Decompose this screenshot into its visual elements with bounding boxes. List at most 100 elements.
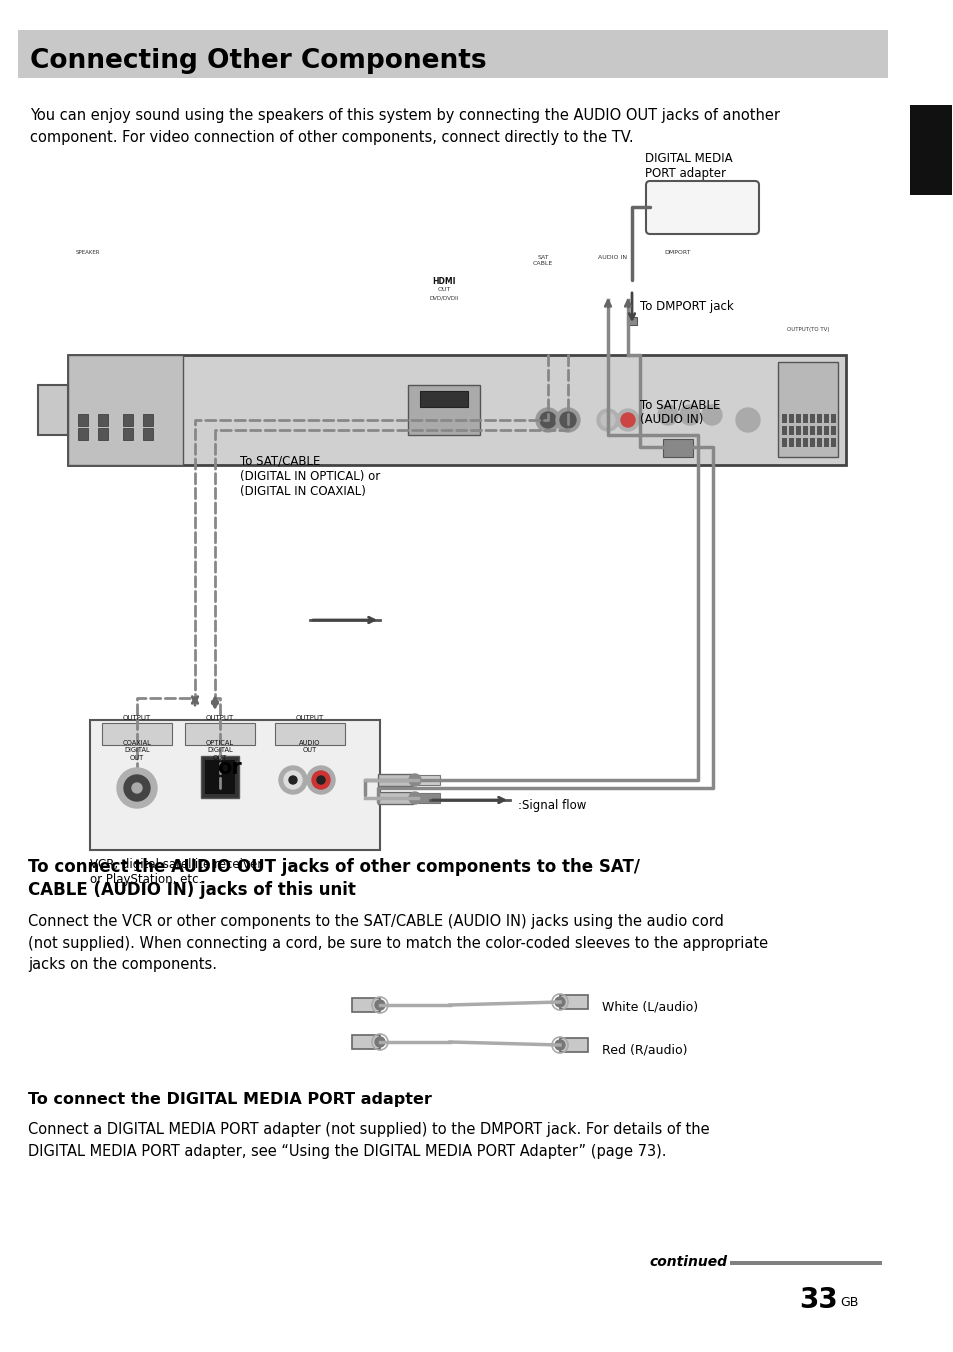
- Bar: [98, 414, 108, 426]
- Bar: [781, 438, 786, 448]
- Text: To DMPORT jack: To DMPORT jack: [639, 300, 733, 314]
- Bar: [830, 438, 835, 448]
- Bar: [274, 723, 345, 745]
- Text: OUT: OUT: [436, 287, 450, 292]
- Circle shape: [316, 776, 325, 784]
- Circle shape: [556, 408, 579, 433]
- Text: OUTPUT: OUTPUT: [123, 715, 151, 721]
- Bar: [816, 438, 821, 448]
- Bar: [379, 775, 439, 786]
- Bar: [626, 316, 637, 324]
- Text: Getting Started – ADVANCED –: Getting Started – ADVANCED –: [923, 304, 937, 496]
- Bar: [419, 391, 468, 407]
- Circle shape: [278, 767, 307, 794]
- Text: OUTPUT(TO TV): OUTPUT(TO TV): [786, 327, 828, 333]
- Circle shape: [658, 406, 678, 425]
- Bar: [352, 1036, 379, 1049]
- Circle shape: [409, 792, 420, 804]
- Bar: [778, 362, 837, 457]
- Text: Connect the VCR or other components to the SAT/CABLE (AUDIO IN) jacks using the : Connect the VCR or other components to t…: [28, 914, 767, 972]
- Circle shape: [679, 406, 700, 425]
- Circle shape: [620, 412, 635, 427]
- Bar: [823, 414, 828, 423]
- Circle shape: [559, 412, 576, 429]
- Bar: [377, 773, 413, 786]
- Text: or: or: [217, 758, 242, 777]
- Text: OUTPUT: OUTPUT: [295, 715, 324, 721]
- Text: DVD/DVDII: DVD/DVDII: [429, 295, 458, 300]
- FancyBboxPatch shape: [645, 181, 759, 234]
- Bar: [781, 414, 786, 423]
- Text: :Signal flow: :Signal flow: [517, 799, 586, 811]
- Bar: [909, 105, 951, 195]
- Bar: [662, 439, 692, 457]
- Bar: [379, 794, 439, 803]
- Text: DMPORT: DMPORT: [664, 250, 691, 256]
- Bar: [559, 995, 587, 1009]
- Bar: [788, 426, 793, 435]
- Bar: [143, 429, 152, 439]
- Bar: [802, 426, 807, 435]
- Bar: [795, 426, 801, 435]
- Bar: [809, 414, 814, 423]
- Bar: [823, 426, 828, 435]
- Bar: [18, 30, 887, 78]
- Bar: [729, 1261, 882, 1265]
- Bar: [352, 998, 379, 1013]
- Text: continued: continued: [648, 1255, 726, 1270]
- Text: DIGITAL MEDIA
PORT adapter: DIGITAL MEDIA PORT adapter: [644, 151, 732, 180]
- Bar: [205, 760, 234, 794]
- Circle shape: [555, 996, 564, 1007]
- Text: VCR, digital satellite receiver
or PlayStation, etc.: VCR, digital satellite receiver or PlayS…: [90, 859, 262, 886]
- Bar: [143, 414, 152, 426]
- Text: To SAT/CABLE
(DIGITAL IN OPTICAL) or
(DIGITAL IN COAXIAL): To SAT/CABLE (DIGITAL IN OPTICAL) or (DI…: [240, 456, 380, 498]
- Bar: [90, 721, 379, 850]
- Bar: [123, 414, 132, 426]
- Text: Connect a DIGITAL MEDIA PORT adapter (not supplied) to the DMPORT jack. For deta: Connect a DIGITAL MEDIA PORT adapter (no…: [28, 1122, 709, 1159]
- Bar: [408, 385, 479, 435]
- Circle shape: [307, 767, 335, 794]
- Circle shape: [289, 776, 296, 784]
- Bar: [802, 414, 807, 423]
- Text: AUDIO
OUT: AUDIO OUT: [299, 740, 320, 753]
- Bar: [816, 426, 821, 435]
- Bar: [185, 723, 254, 745]
- Bar: [559, 1038, 587, 1052]
- Bar: [823, 438, 828, 448]
- Circle shape: [117, 768, 157, 808]
- Bar: [102, 723, 172, 745]
- Text: SAT
CABLE: SAT CABLE: [533, 256, 553, 266]
- Bar: [830, 414, 835, 423]
- Text: To connect the DIGITAL MEDIA PORT adapter: To connect the DIGITAL MEDIA PORT adapte…: [28, 1092, 432, 1107]
- Text: White (L/audio): White (L/audio): [601, 1000, 698, 1014]
- Text: OUTPUT: OUTPUT: [206, 715, 233, 721]
- Circle shape: [284, 771, 302, 790]
- Text: To connect the AUDIO OUT jacks of other components to the SAT/
CABLE (AUDIO IN) : To connect the AUDIO OUT jacks of other …: [28, 859, 639, 899]
- Bar: [795, 438, 801, 448]
- Bar: [68, 356, 183, 465]
- Circle shape: [735, 408, 760, 433]
- Circle shape: [312, 771, 330, 790]
- Text: Connecting Other Components: Connecting Other Components: [30, 49, 486, 74]
- Text: To SAT/CABLE
(AUDIO IN): To SAT/CABLE (AUDIO IN): [639, 397, 720, 426]
- Text: COAXIAL
DIGITAL
OUT: COAXIAL DIGITAL OUT: [123, 740, 152, 761]
- Bar: [830, 426, 835, 435]
- Bar: [802, 438, 807, 448]
- Circle shape: [555, 1040, 564, 1051]
- Circle shape: [132, 783, 142, 794]
- Bar: [98, 429, 108, 439]
- Bar: [816, 414, 821, 423]
- Bar: [38, 385, 68, 435]
- Bar: [788, 438, 793, 448]
- Text: SPEAKER: SPEAKER: [76, 250, 100, 256]
- Text: 33: 33: [799, 1286, 837, 1314]
- Text: OPTICAL
DIGITAL
OUT: OPTICAL DIGITAL OUT: [206, 740, 233, 761]
- Bar: [809, 426, 814, 435]
- Circle shape: [539, 412, 556, 429]
- Circle shape: [409, 773, 420, 786]
- Circle shape: [701, 406, 721, 425]
- Bar: [78, 414, 88, 426]
- Bar: [78, 429, 88, 439]
- Bar: [788, 414, 793, 423]
- Circle shape: [124, 775, 150, 800]
